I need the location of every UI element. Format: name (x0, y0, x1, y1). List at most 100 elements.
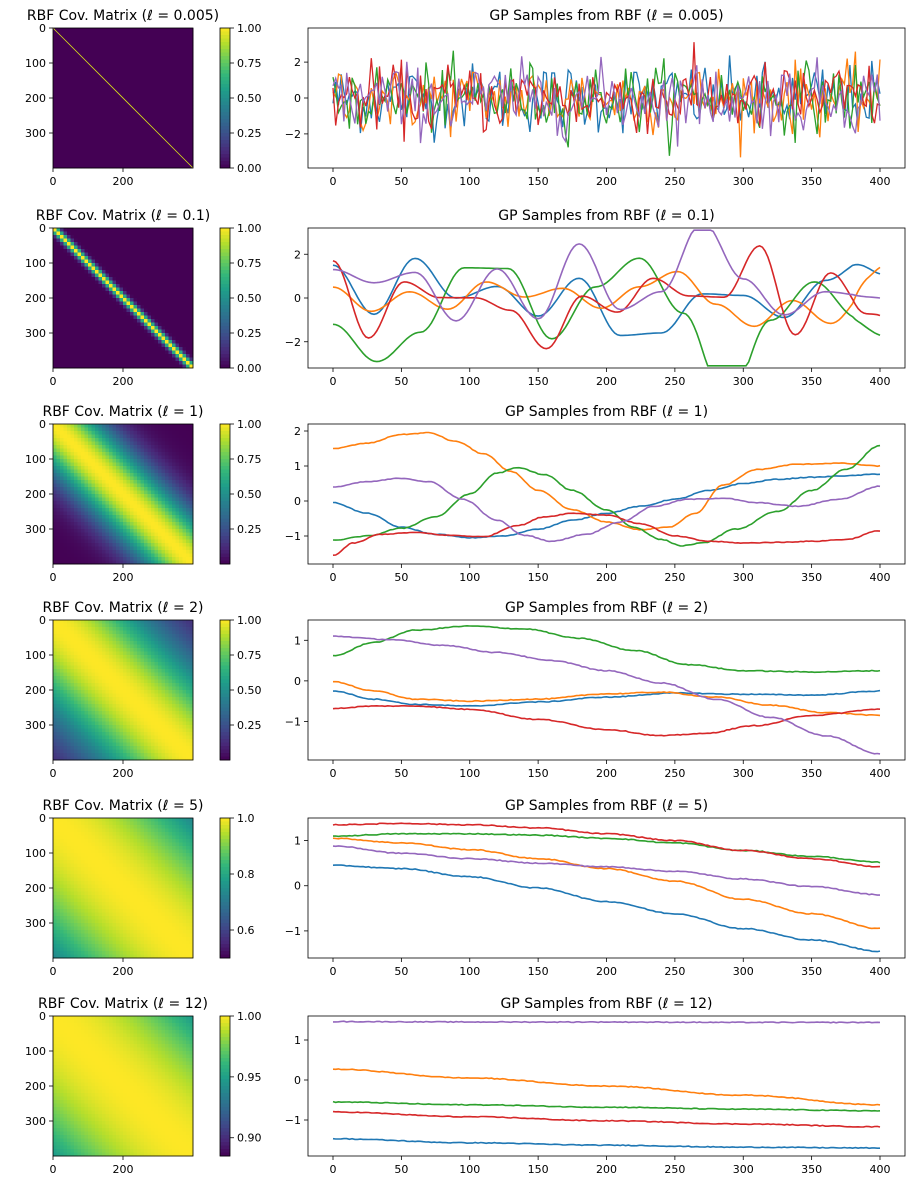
heatmap-cell (81, 245, 85, 250)
heatmap-cell (175, 546, 180, 551)
heatmap-cell (137, 322, 141, 327)
heatmap-cell (175, 294, 180, 299)
heatmap-cell (151, 543, 155, 547)
heatmap-cell (109, 557, 113, 561)
heatmap-cell (144, 235, 148, 239)
heatmap-cell (60, 557, 64, 561)
heatmap-cell (88, 494, 92, 498)
heatmap-cell (147, 452, 152, 456)
heatmap-cell (133, 326, 138, 330)
heatmap-cell (179, 459, 183, 463)
heatmap-cell (144, 532, 148, 537)
heatmap-cell (88, 98, 92, 102)
heatmap-cell (165, 38, 169, 43)
colorbar-segment (220, 364, 230, 369)
heatmap-cell (158, 532, 162, 537)
heatmap-cell (154, 515, 159, 519)
heatmap-cell (105, 525, 110, 530)
heatmap-cell (182, 80, 187, 85)
heatmap-cell (91, 122, 96, 127)
cov-matrix-panel: RBF Cov. Matrix (ℓ = 0.1)0 20001002003000… (25, 208, 262, 388)
heatmap-cell (70, 539, 75, 544)
heatmap-cell (186, 287, 190, 292)
heatmap-cell (151, 532, 155, 537)
heatmap-cell (175, 126, 180, 130)
heatmap-cell (56, 357, 61, 362)
heatmap-cell (116, 31, 120, 36)
heatmap-cell (154, 112, 159, 116)
heatmap-cell (186, 497, 190, 502)
heatmap-cell (179, 147, 183, 151)
heatmap-cell (186, 266, 190, 271)
heatmap-cell (140, 101, 145, 106)
heatmap-cell (137, 266, 141, 271)
heatmap-cell (63, 469, 68, 474)
x-tick-label: 300 (733, 375, 754, 388)
heatmap-cell (88, 119, 92, 123)
heatmap-cell (102, 98, 106, 102)
heatmap-cell (91, 350, 96, 355)
heatmap-cell (182, 497, 187, 502)
heatmap-cell (130, 52, 134, 57)
heatmap-cell (154, 550, 159, 554)
heatmap-cell (130, 245, 134, 250)
heatmap-cell (126, 364, 131, 369)
heatmap-cell (172, 35, 176, 39)
heatmap-cell (126, 70, 131, 74)
heatmap-cell (112, 280, 117, 285)
heatmap-cell (112, 329, 117, 334)
heatmap-cell (98, 357, 103, 362)
heatmap-cell (81, 263, 85, 267)
heatmap-cell (105, 364, 110, 369)
heatmap-cell (67, 231, 71, 236)
heatmap-cell (158, 249, 162, 253)
heatmap-cell (182, 105, 187, 109)
colorbar-segment (220, 80, 230, 85)
heatmap-cell (60, 259, 64, 264)
heatmap-cell (158, 126, 162, 130)
heatmap-cell (105, 522, 110, 526)
heatmap-cell (140, 480, 145, 484)
heatmap-cell (179, 445, 183, 449)
heatmap-cell (133, 329, 138, 334)
heatmap-cell (98, 154, 103, 158)
heatmap-cell (154, 259, 159, 264)
heatmap-cell (123, 242, 127, 246)
heatmap-cell (63, 91, 68, 95)
heatmap-cell (109, 105, 113, 109)
heatmap-cell (77, 354, 82, 358)
colorbar-segment (220, 49, 230, 53)
heatmap-cell (165, 59, 169, 64)
heatmap-cell (53, 336, 57, 341)
heatmap-cell (140, 427, 145, 432)
heatmap-cell (102, 543, 106, 547)
heatmap-cell (189, 161, 194, 165)
heatmap-cell (175, 42, 180, 46)
heatmap-cell (70, 553, 75, 558)
heatmap-cell (182, 238, 187, 243)
heatmap-cell (144, 242, 148, 246)
heatmap-cell (161, 143, 166, 148)
x-tick-label: 50 (394, 375, 408, 388)
heatmap-cell (105, 550, 110, 554)
heatmap-cell (154, 235, 159, 239)
heatmap-cell (63, 287, 68, 292)
heatmap-cell (109, 147, 113, 151)
heatmap-cell (172, 497, 176, 502)
heatmap-cell (133, 322, 138, 327)
heatmap-cell (158, 80, 162, 85)
heatmap-cell (109, 291, 113, 295)
heatmap-cell (123, 28, 127, 32)
heatmap-cell (98, 448, 103, 453)
heatmap-cell (140, 434, 145, 439)
heatmap-cell (158, 143, 162, 148)
heatmap-cell (74, 256, 78, 260)
heatmap-cell (151, 301, 155, 306)
heatmap-cell (63, 312, 68, 316)
heatmap-cell (130, 228, 134, 232)
heatmap-cell (102, 249, 106, 253)
heatmap-cell (161, 63, 166, 67)
heatmap-cell (179, 340, 183, 344)
heatmap-cell (60, 466, 64, 470)
heatmap-cell (109, 31, 113, 36)
